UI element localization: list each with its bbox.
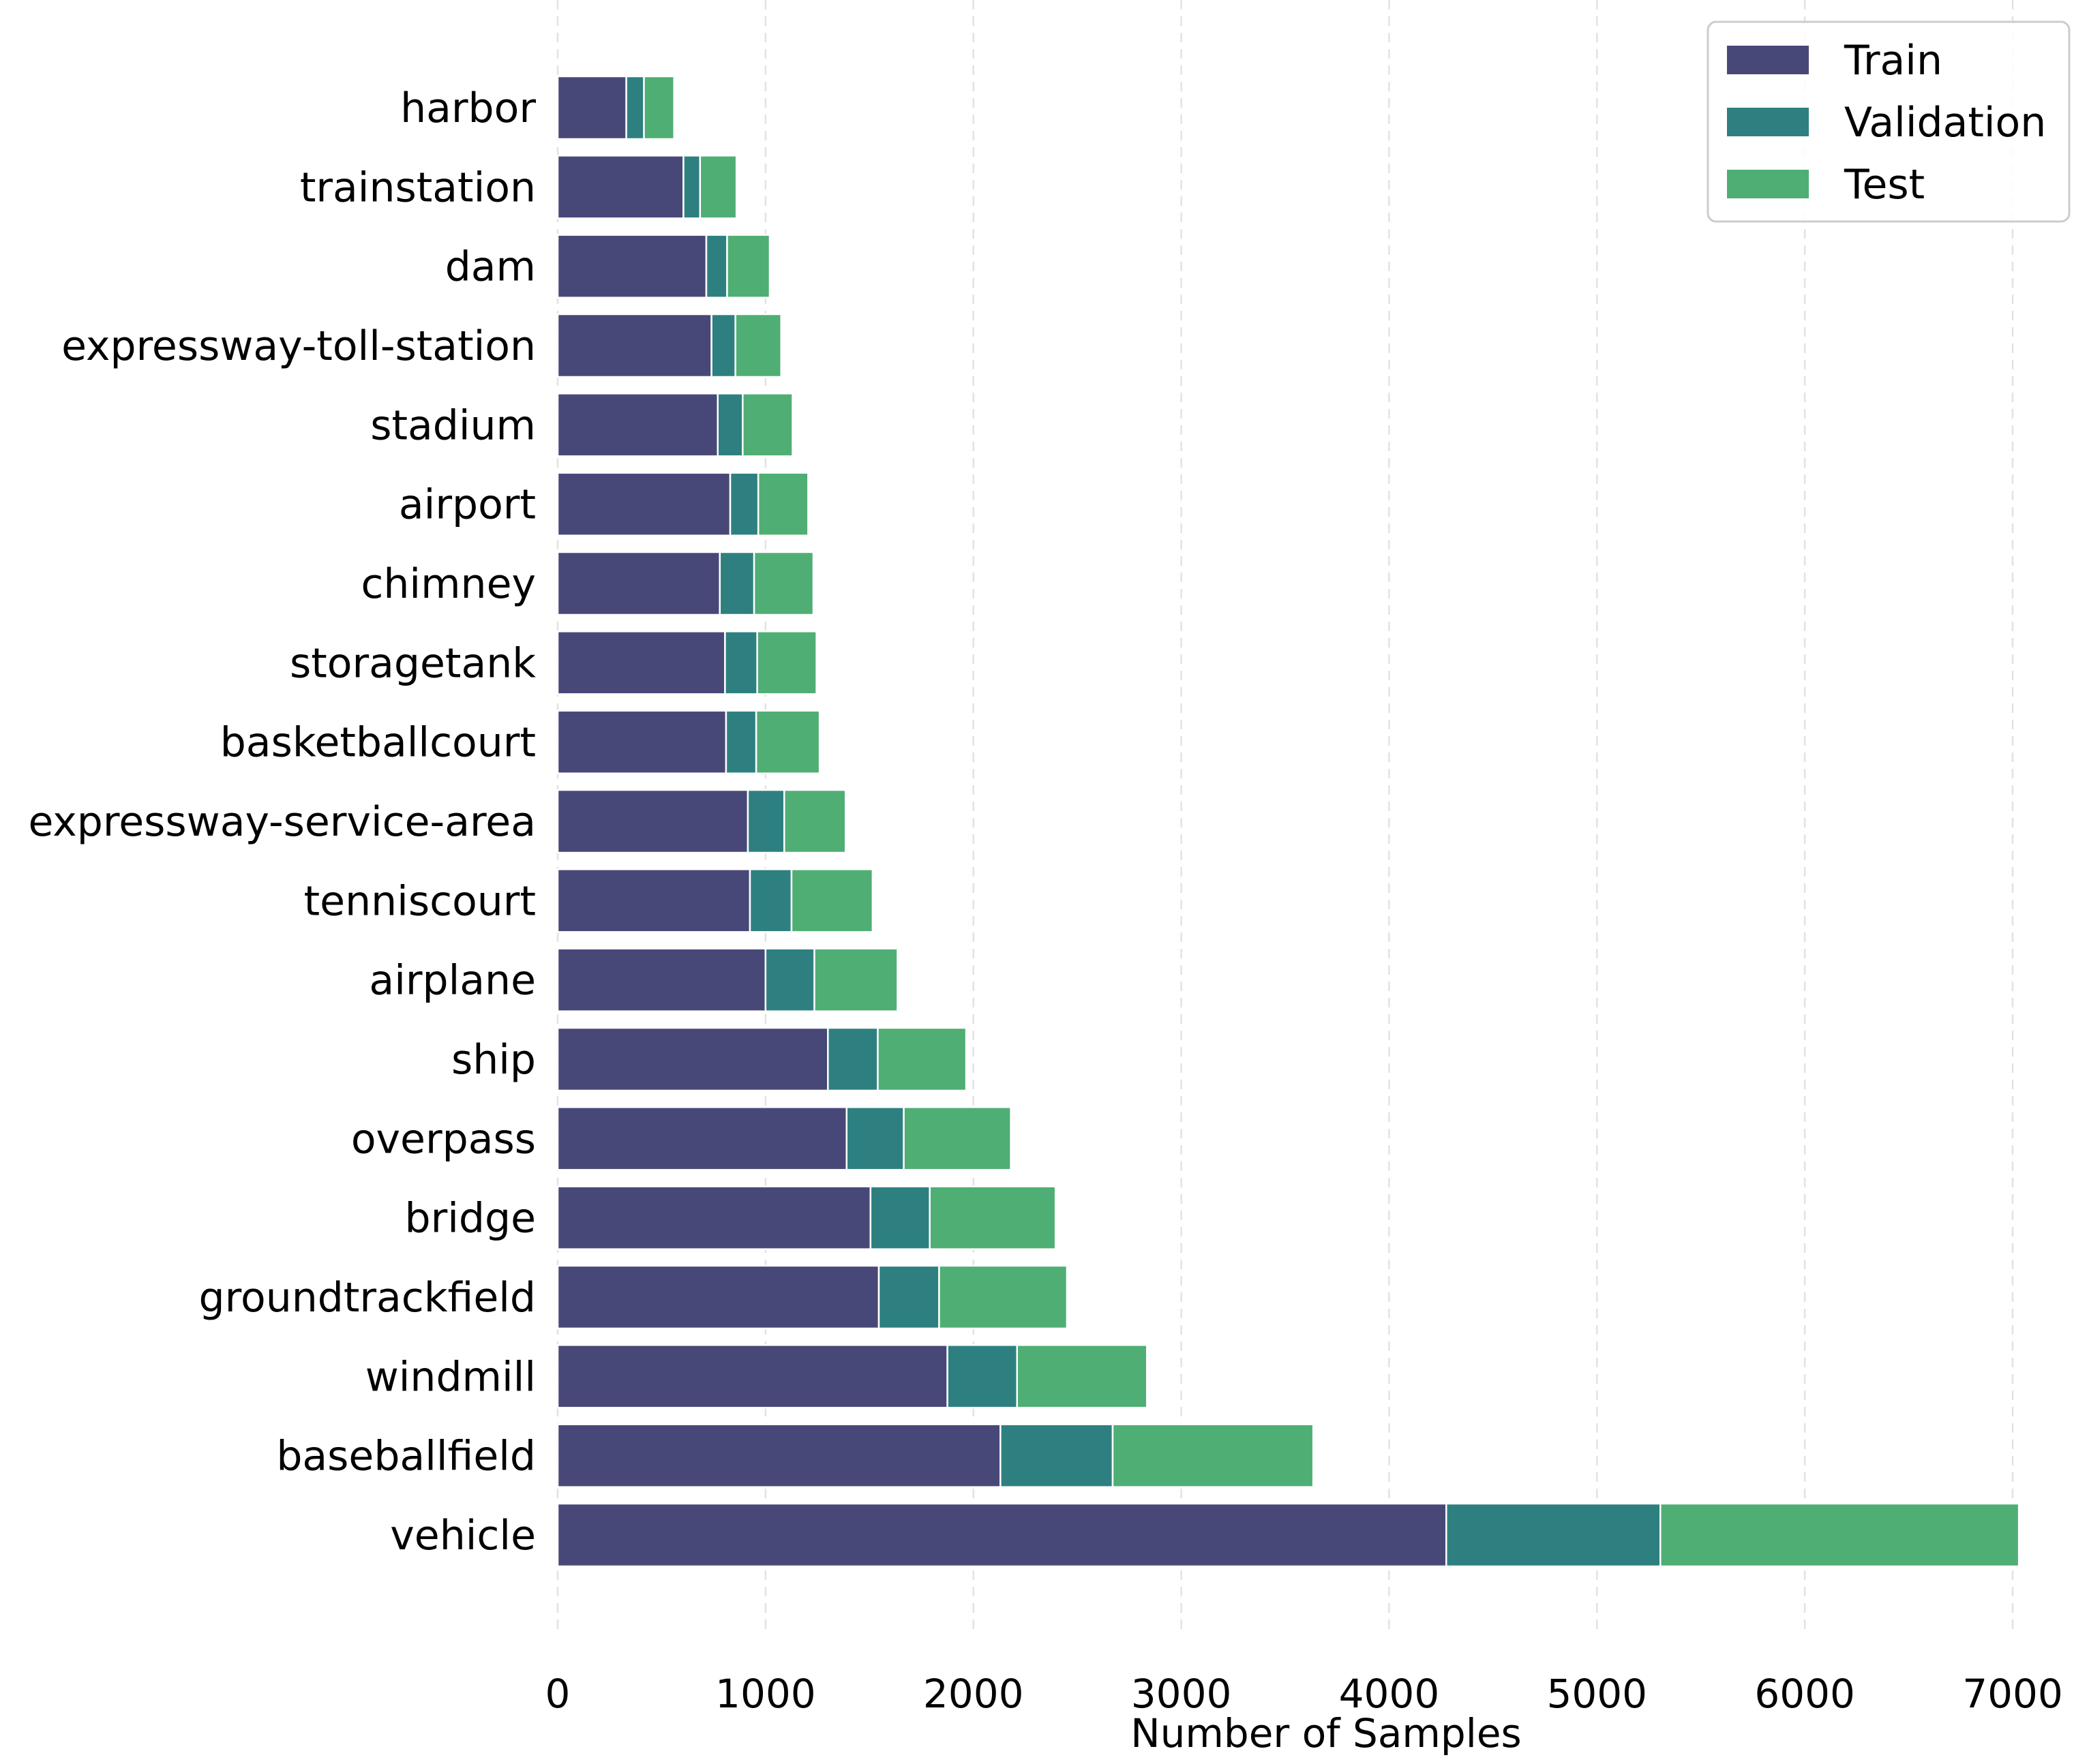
bar-test-vehicle bbox=[1659, 1502, 2020, 1568]
bar-test-baseballfield bbox=[1111, 1423, 1314, 1488]
category-labels: harbor trainstation dam expressway-toll-sta… bbox=[28, 85, 536, 1560]
legend-swatch-train bbox=[1727, 46, 1809, 74]
bar-train-vehicle bbox=[556, 1502, 1447, 1568]
category-label: stadium bbox=[370, 401, 536, 449]
category-label: storagetank bbox=[290, 639, 536, 687]
category-label: windmill bbox=[365, 1353, 536, 1401]
bar-test-expressway-toll-station bbox=[734, 313, 782, 378]
x-axis-title: Number of Samples bbox=[1130, 1710, 1521, 1757]
bar-train-harbor bbox=[556, 75, 627, 140]
bar-validation-dam bbox=[705, 234, 728, 299]
legend: Train Validation Test bbox=[1707, 20, 2071, 223]
category-label: groundtrackfield bbox=[199, 1274, 536, 1322]
bar-train-stadium bbox=[556, 393, 719, 457]
bar-test-basketballcourt bbox=[755, 710, 821, 774]
bar-validation-ship bbox=[827, 1027, 879, 1092]
bar-test-trainstation bbox=[699, 155, 738, 219]
bar-test-overpass bbox=[903, 1106, 1012, 1171]
category-label: vehicle bbox=[390, 1512, 536, 1560]
category-label: baseballfield bbox=[276, 1433, 536, 1480]
bar-validation-bridge bbox=[869, 1185, 931, 1250]
bar-train-airport bbox=[556, 472, 732, 536]
bars bbox=[556, 75, 2020, 1568]
bar-validation-chimney bbox=[719, 551, 755, 616]
bar-train-tenniscourt bbox=[556, 868, 751, 933]
x-tick-label: 5000 bbox=[1546, 1671, 1647, 1717]
bar-test-storagetank bbox=[756, 630, 817, 695]
category-label: trainstation bbox=[300, 164, 536, 211]
x-tick-label: 0 bbox=[545, 1671, 571, 1717]
bar-validation-expressway-toll-station bbox=[710, 313, 736, 378]
category-label: expressway-service-area bbox=[28, 798, 536, 846]
bar-validation-tenniscourt bbox=[749, 868, 793, 933]
category-label: airplane bbox=[369, 957, 536, 1005]
category-label: bridge bbox=[404, 1195, 536, 1243]
category-label: overpass bbox=[351, 1115, 536, 1163]
bar-test-expressway-service-area bbox=[783, 789, 847, 854]
bar-test-ship bbox=[877, 1027, 967, 1092]
category-label: basketballcourt bbox=[220, 719, 536, 767]
bar-train-storagetank bbox=[556, 630, 726, 695]
bar-test-airplane bbox=[813, 947, 899, 1012]
x-tick-label: 7000 bbox=[1962, 1671, 2063, 1717]
bar-validation-windmill bbox=[946, 1344, 1018, 1409]
x-tick-label: 3000 bbox=[1131, 1671, 1232, 1717]
bar-validation-harbor bbox=[625, 75, 645, 140]
bar-validation-stadium bbox=[717, 393, 744, 457]
bar-validation-baseballfield bbox=[1000, 1423, 1114, 1488]
bar-validation-overpass bbox=[845, 1106, 905, 1171]
legend-swatch-validation bbox=[1727, 108, 1809, 136]
bar-train-overpass bbox=[556, 1106, 848, 1171]
category-label: ship bbox=[451, 1036, 536, 1084]
bar-test-stadium bbox=[742, 393, 794, 457]
bar-validation-groundtrackfield bbox=[877, 1264, 940, 1330]
bar-train-groundtrackfield bbox=[556, 1264, 880, 1330]
legend-label-test: Test bbox=[1844, 161, 1925, 209]
bar-train-expressway-service-area bbox=[556, 789, 749, 854]
bar-test-airport bbox=[757, 472, 809, 536]
legend-swatch-test bbox=[1727, 170, 1809, 198]
bar-validation-airport bbox=[729, 472, 760, 536]
bar-test-dam bbox=[726, 234, 771, 299]
bar-validation-storagetank bbox=[724, 630, 758, 695]
bar-train-ship bbox=[556, 1027, 829, 1092]
category-label: tenniscourt bbox=[304, 877, 536, 925]
bar-train-baseballfield bbox=[556, 1423, 1002, 1488]
bar-train-bridge bbox=[556, 1185, 872, 1250]
category-label: harbor bbox=[400, 85, 536, 132]
bar-test-chimney bbox=[753, 551, 815, 616]
bar-test-windmill bbox=[1016, 1344, 1148, 1409]
legend-label-train: Train bbox=[1844, 37, 1942, 85]
legend-label-validation: Validation bbox=[1844, 99, 2046, 147]
category-label: airport bbox=[399, 481, 536, 529]
bar-validation-basketballcourt bbox=[725, 710, 757, 774]
bar-validation-expressway-service-area bbox=[747, 789, 785, 854]
category-label: chimney bbox=[361, 560, 536, 608]
x-tick-label: 6000 bbox=[1754, 1671, 1855, 1717]
bar-test-harbor bbox=[643, 75, 675, 140]
bar-test-groundtrackfield bbox=[938, 1264, 1068, 1330]
category-label: expressway-toll-station bbox=[61, 322, 536, 370]
bar-validation-airplane bbox=[764, 947, 815, 1012]
bar-validation-trainstation bbox=[682, 155, 702, 219]
bar-validation-vehicle bbox=[1445, 1502, 1662, 1568]
bar-train-windmill bbox=[556, 1344, 948, 1409]
bar-train-chimney bbox=[556, 551, 721, 616]
bar-train-airplane bbox=[556, 947, 767, 1012]
bar-test-bridge bbox=[929, 1185, 1057, 1250]
x-tick-label: 4000 bbox=[1339, 1671, 1440, 1717]
category-label: dam bbox=[445, 243, 536, 291]
bar-train-dam bbox=[556, 234, 708, 299]
bar-train-trainstation bbox=[556, 155, 685, 219]
bar-test-tenniscourt bbox=[790, 868, 874, 933]
bar-train-expressway-toll-station bbox=[556, 313, 712, 378]
x-tick-labels: 0 1000 2000 3000 4000 5000 6000 7000 bbox=[545, 1671, 2063, 1717]
bar-train-basketballcourt bbox=[556, 710, 727, 774]
x-tick-label: 1000 bbox=[715, 1671, 816, 1717]
x-tick-label: 2000 bbox=[923, 1671, 1024, 1717]
